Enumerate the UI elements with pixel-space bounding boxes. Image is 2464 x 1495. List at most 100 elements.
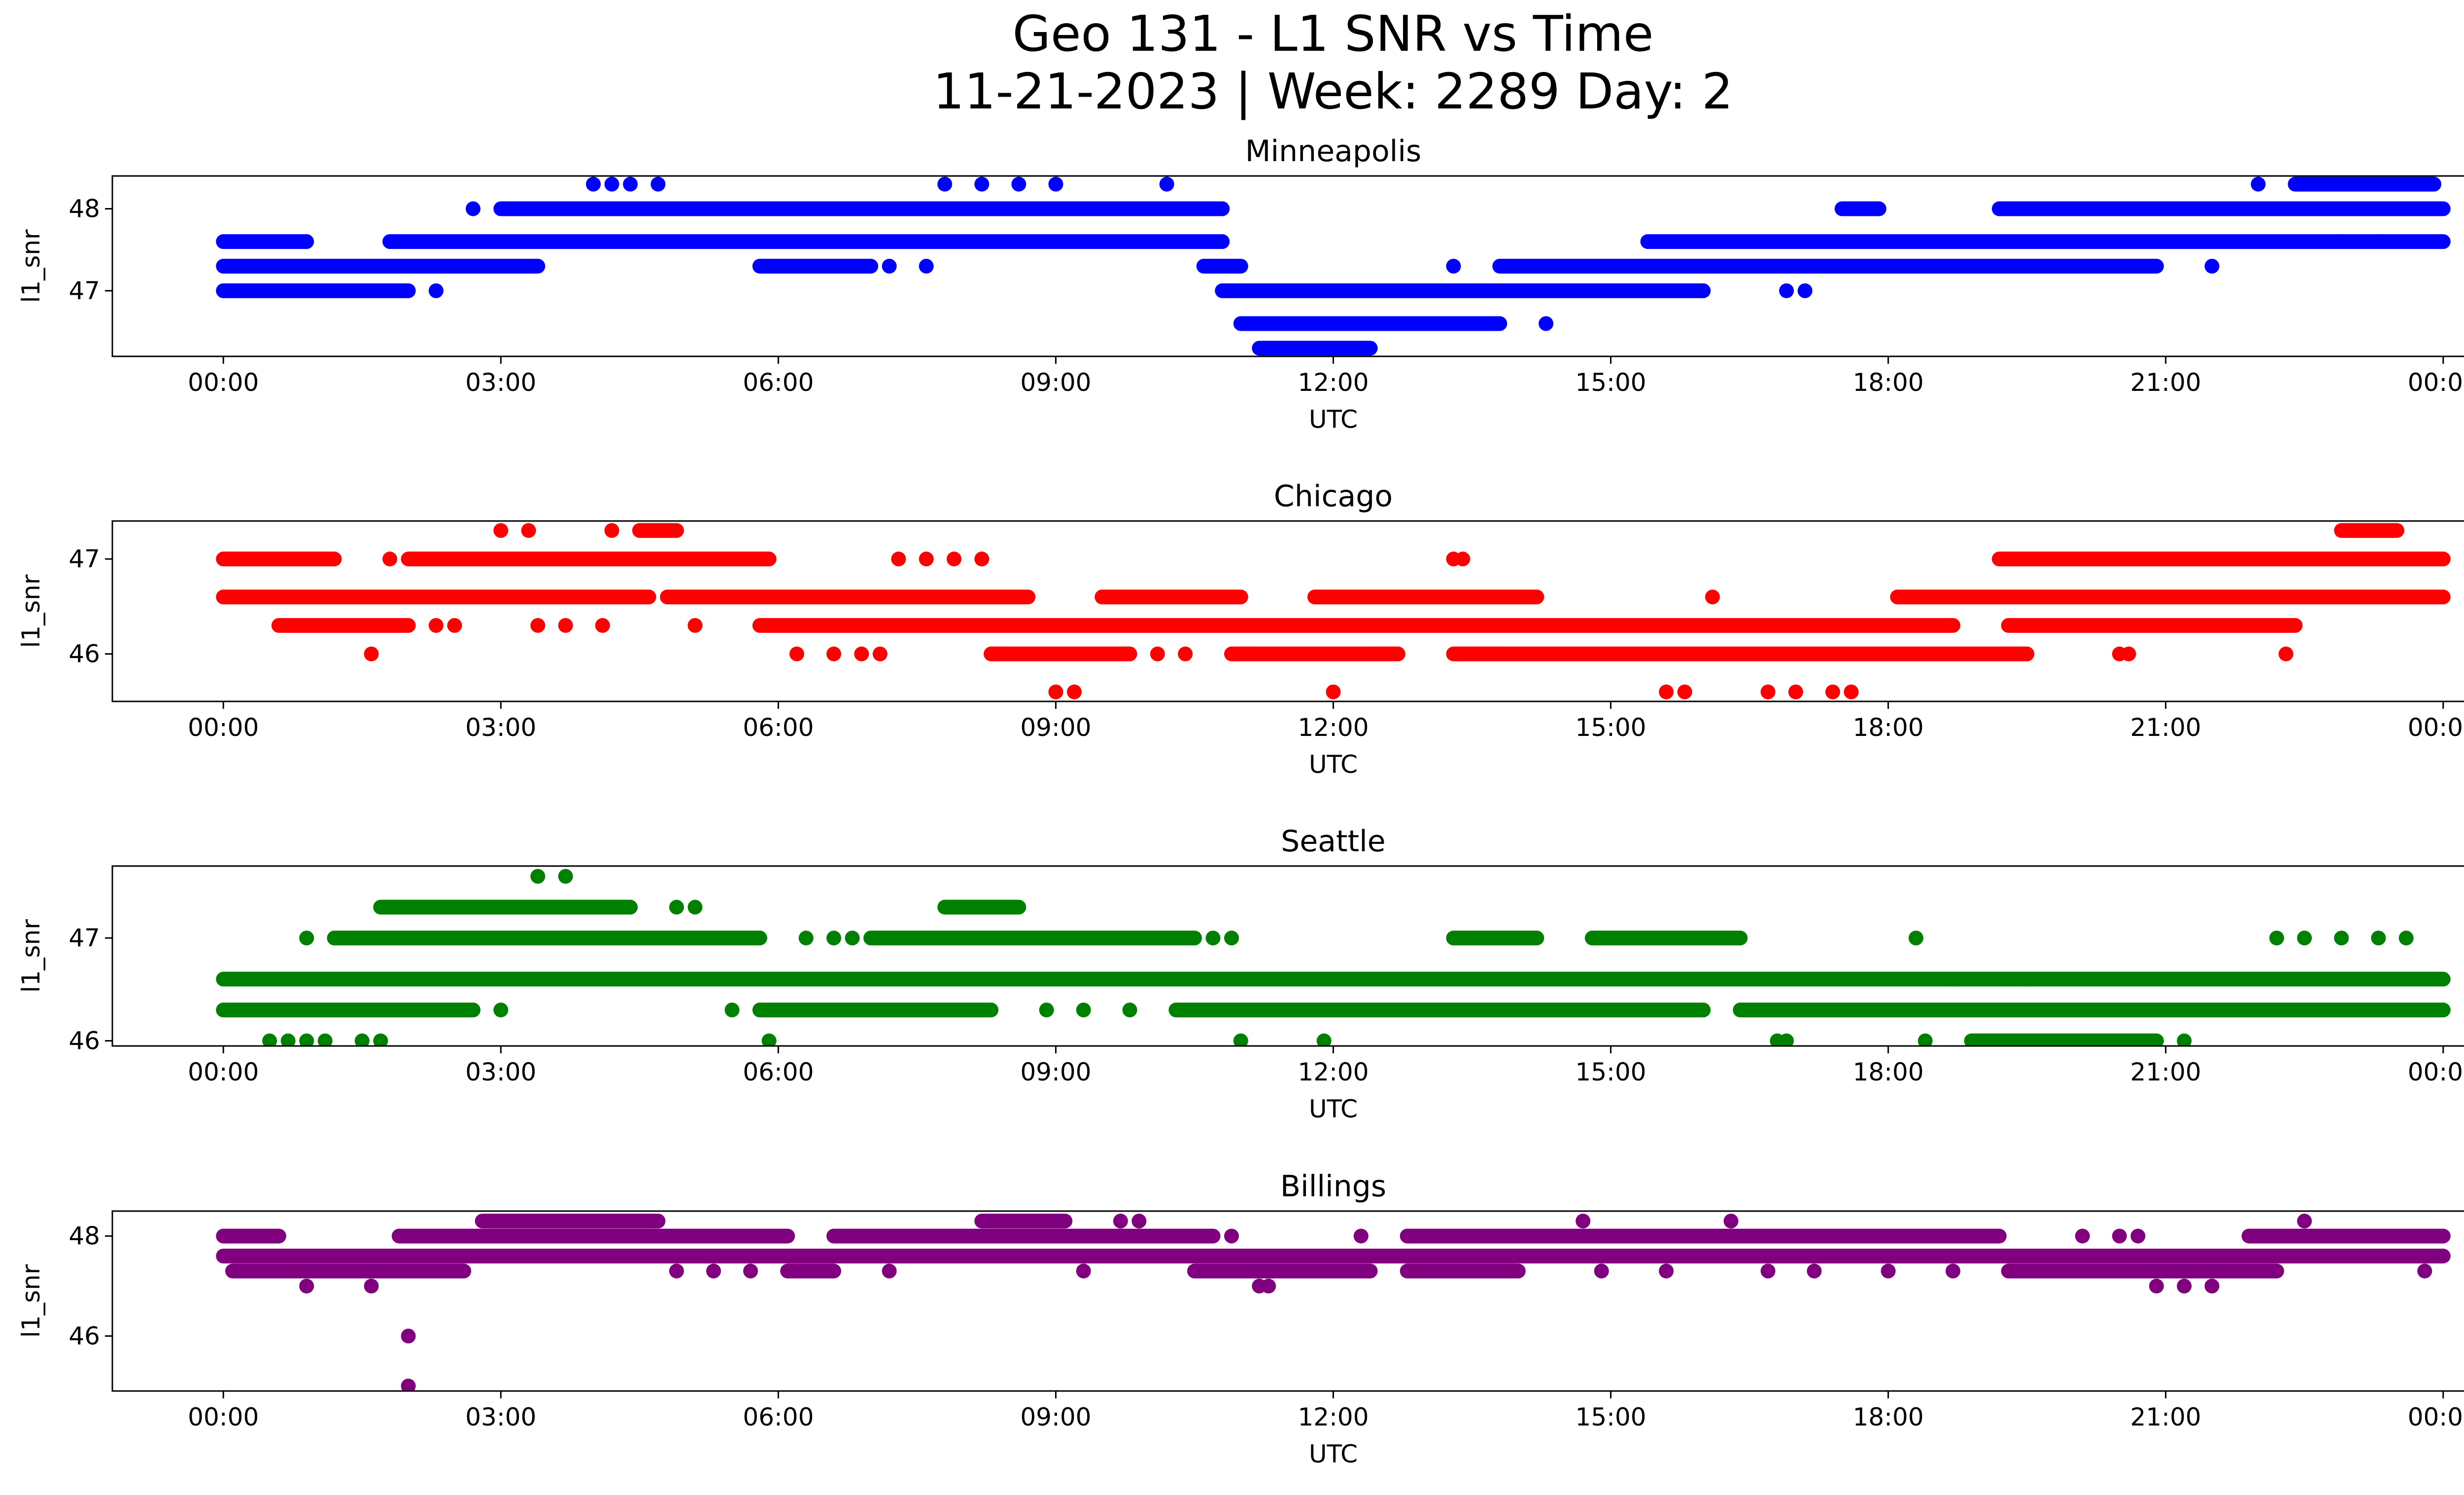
x-tick-label: 03:00: [465, 368, 536, 397]
point-run-1-4: [1890, 590, 2451, 605]
point-run-2-0: [225, 1263, 472, 1279]
data-point-1: [382, 552, 398, 567]
x-tick-label: 12:00: [1298, 713, 1369, 742]
x-tick-label: 09:00: [1020, 368, 1091, 397]
point-run-2-3: [1400, 1263, 1526, 1279]
data-point-15: [1539, 316, 1554, 331]
data-point-23: [1316, 1033, 1332, 1046]
data-point-36: [2371, 931, 2386, 945]
data-point-29: [2297, 1214, 2312, 1229]
x-tick-label: 15:00: [1575, 1058, 1646, 1086]
data-points: [216, 1214, 2451, 1391]
data-point-3: [401, 1378, 416, 1391]
data-point-7: [558, 618, 573, 633]
data-point-30: [2001, 972, 2016, 987]
data-point-3: [604, 176, 619, 192]
data-point-20: [1205, 931, 1221, 945]
point-run-1-4: [2241, 1228, 2451, 1244]
data-point-4: [354, 1033, 370, 1046]
point-run-1-3: [1733, 1003, 2451, 1017]
data-point-20: [1066, 684, 1082, 699]
point-run-2-2: [2001, 618, 2303, 633]
data-point-2: [401, 1328, 416, 1344]
data-point-18: [974, 552, 990, 567]
point-run-4-1: [2334, 523, 2404, 538]
data-point-22: [1946, 1263, 1961, 1279]
data-point-35: [2278, 646, 2293, 661]
y-tick-label: 47: [68, 277, 100, 305]
x-tick-label: 21:00: [2130, 1403, 2201, 1431]
point-run-3-1: [1224, 646, 1405, 661]
point-run-2-0: [271, 618, 416, 633]
data-point-0: [428, 283, 444, 298]
data-point-17: [946, 552, 961, 567]
data-point-26: [2149, 1279, 2164, 1294]
data-point-3: [447, 618, 462, 633]
point-run-3-2: [1991, 201, 2451, 216]
y-tick-label: 48: [68, 195, 100, 223]
data-point-21: [1881, 1263, 1896, 1279]
data-point-21: [1150, 646, 1165, 661]
point-run-3-1: [974, 1214, 1073, 1229]
point-run-1-1: [660, 590, 1036, 605]
data-point-1: [364, 1279, 379, 1294]
subplot-minneapolis: 00:00 03:00 06:00 09:00 12:00 15:00 18:00 21:00…: [17, 134, 2464, 434]
data-point-12: [826, 646, 841, 661]
data-point-27: [1908, 931, 1923, 945]
y-axis-label: l1_snr: [17, 919, 45, 993]
point-run-1-2: [1168, 1003, 1711, 1017]
x-tick-label: 12:00: [1298, 368, 1369, 397]
data-point-29: [1760, 684, 1776, 699]
data-point-15: [826, 931, 841, 945]
subplot-chicago: 00:00 03:00 06:00 09:00 12:00 15:00 18:00 21:00…: [17, 479, 2464, 779]
data-point-0: [364, 646, 379, 661]
data-point-16: [845, 931, 860, 945]
x-tick-label: 00:00: [2408, 1058, 2464, 1086]
x-tick-label: 09:00: [1020, 1058, 1091, 1086]
x-tick-label: 15:00: [1575, 1403, 1646, 1431]
y-tick-label: 47: [68, 924, 100, 952]
point-run-0-2: [1991, 552, 2451, 567]
x-axis-label: UTC: [1309, 405, 1358, 434]
data-point-22: [1233, 1033, 1248, 1046]
data-point-20: [2334, 234, 2349, 249]
data-point-28: [1917, 1033, 1933, 1046]
data-point-5: [650, 176, 666, 192]
x-tick-label: 00:00: [188, 1058, 259, 1086]
point-run-1-2: [826, 1228, 1221, 1244]
data-point-32: [2177, 1033, 2192, 1046]
point-run-4-0: [1964, 1033, 2164, 1046]
x-tick-label: 21:00: [2130, 1058, 2201, 1086]
x-tick-label: 00:00: [188, 713, 259, 742]
subplot-seattle: 00:00 03:00 06:00 09:00 12:00 15:00 18:00 21:00…: [17, 824, 2464, 1123]
x-tick-label: 06:00: [743, 1403, 814, 1431]
point-run-1-3: [1400, 1228, 2007, 1244]
point-run-1-2: [1196, 259, 1248, 274]
y-axis-label: l1_snr: [17, 574, 45, 648]
point-run-2-2: [1446, 931, 1544, 945]
data-point-16: [919, 552, 934, 567]
point-run-2-0: [327, 931, 767, 945]
data-point-8: [595, 618, 610, 633]
data-point-34: [2121, 646, 2136, 661]
data-point-13: [1261, 1279, 1276, 1294]
data-point-27: [1677, 684, 1692, 699]
data-point-33: [2269, 931, 2284, 945]
x-tick-label: 15:00: [1575, 713, 1646, 742]
data-point-8: [1076, 1263, 1091, 1279]
data-point-12: [724, 1003, 740, 1017]
data-point-18: [1723, 1214, 1739, 1229]
point-run-0-0: [216, 1249, 2451, 1264]
data-point-18: [2204, 259, 2220, 274]
data-point-30: [2417, 1263, 2432, 1279]
x-tick-label: 00:00: [2408, 368, 2464, 397]
point-run-1-0: [216, 1003, 480, 1017]
point-run-6-0: [1233, 316, 1507, 331]
point-run-2-3: [1585, 931, 1748, 945]
point-run-3-0: [984, 646, 1137, 661]
data-point-9: [604, 523, 619, 538]
axes-frame: [111, 520, 2464, 702]
y-axis-label: l1_snr: [17, 229, 45, 303]
x-tick-label: 00:00: [188, 368, 259, 397]
data-point-25: [2130, 1228, 2146, 1244]
